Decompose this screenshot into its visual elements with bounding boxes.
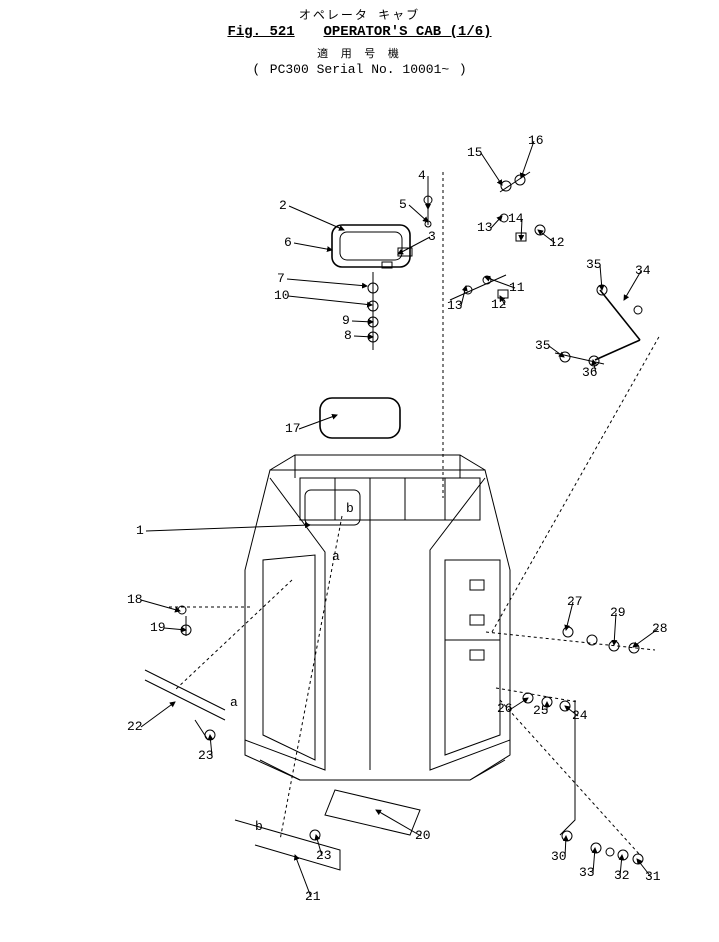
callout-13: 13 (477, 220, 493, 235)
callout-4: 4 (418, 168, 426, 183)
callout-13: 13 (447, 298, 463, 313)
callout-36: 36 (582, 365, 598, 380)
callout-15: 15 (467, 145, 483, 160)
callout-16: 16 (528, 133, 544, 148)
exploded-diagram: a b a b (0, 0, 719, 942)
callout-8: 8 (344, 328, 352, 343)
long-handle-30-33 (560, 700, 643, 864)
callout-17: 17 (285, 421, 301, 436)
callout-6: 6 (284, 235, 292, 250)
callout-18: 18 (127, 592, 143, 607)
callout-23: 23 (198, 748, 214, 763)
letter-b2: b (255, 819, 263, 834)
callout-20: 20 (415, 828, 431, 843)
callout-19: 19 (150, 620, 166, 635)
hardware-27-29 (563, 627, 639, 653)
callout-31: 31 (645, 869, 661, 884)
callout-9: 9 (342, 313, 350, 328)
callout-35: 35 (586, 257, 602, 272)
callout-24: 24 (572, 708, 588, 723)
callout-14: 14 (508, 211, 524, 226)
callout-1: 1 (136, 523, 144, 538)
callout-35: 35 (535, 338, 551, 353)
cluster-11-16 (450, 172, 545, 300)
callout-11: 11 (509, 280, 525, 295)
plate-20 (325, 790, 420, 835)
callout-3: 3 (428, 229, 436, 244)
callout-21: 21 (305, 889, 321, 904)
callout-5: 5 (399, 197, 407, 212)
callout-26: 26 (497, 701, 513, 716)
stay-arm (555, 285, 642, 366)
callout-2: 2 (279, 198, 287, 213)
letter-b1: b (346, 501, 354, 516)
callout-34: 34 (635, 263, 651, 278)
callout-12: 12 (491, 297, 507, 312)
callout-23: 23 (316, 848, 332, 863)
callout-7: 7 (277, 271, 285, 286)
callout-29: 29 (610, 605, 626, 620)
letter-a2: a (230, 695, 238, 710)
callout-30: 30 (551, 849, 567, 864)
callout-leaders (141, 141, 658, 897)
callout-32: 32 (614, 868, 630, 883)
callout-25: 25 (533, 703, 549, 718)
callout-22: 22 (127, 719, 143, 734)
callout-28: 28 (652, 621, 668, 636)
cab-body (245, 455, 510, 780)
callout-12: 12 (549, 235, 565, 250)
callout-33: 33 (579, 865, 595, 880)
callout-10: 10 (274, 288, 290, 303)
letter-a1: a (332, 549, 340, 564)
callout-27: 27 (567, 594, 583, 609)
gasket-17 (320, 398, 400, 438)
